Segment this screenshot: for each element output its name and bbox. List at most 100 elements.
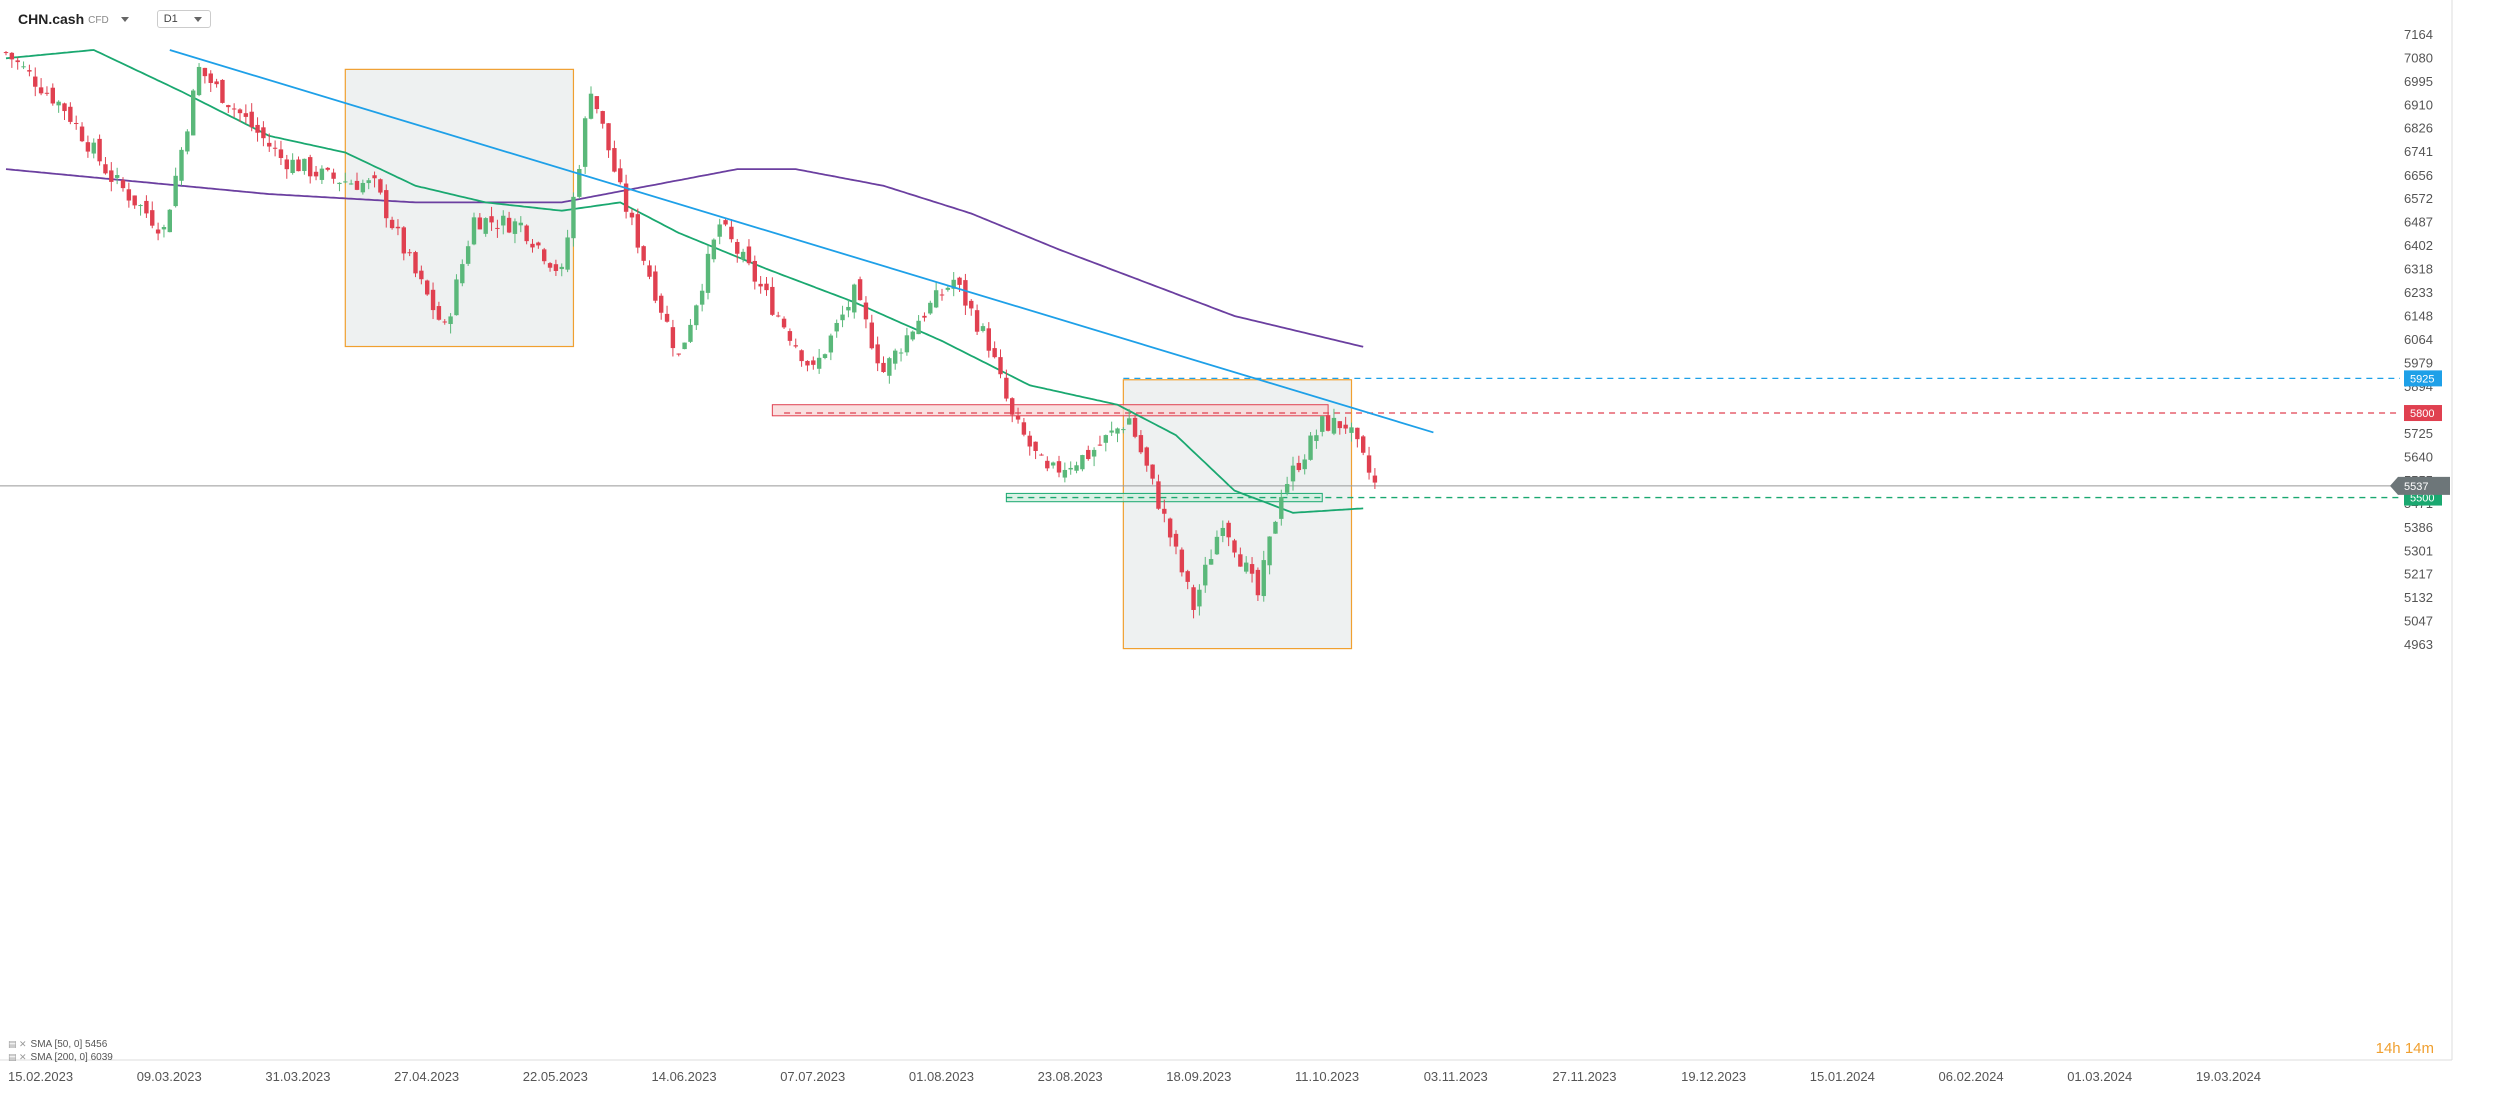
resistance-zone <box>771 404 1329 417</box>
candle-body <box>91 142 96 154</box>
candle-body <box>670 327 676 349</box>
candle-body <box>3 52 9 54</box>
candle-body <box>857 279 863 301</box>
candle-body <box>1144 447 1149 466</box>
level-badge-5925 <box>2404 370 2442 387</box>
settings-icon[interactable]: ▤ ✕ <box>8 1052 27 1062</box>
candle-body <box>407 252 412 254</box>
candle-body <box>588 93 594 119</box>
candle-body <box>1203 564 1208 586</box>
candle-body <box>869 322 874 349</box>
candle-body <box>1296 462 1302 471</box>
candle-body <box>793 345 798 347</box>
highlight-boxes <box>344 68 1353 650</box>
candle-body <box>249 111 254 128</box>
candle-body <box>735 241 740 254</box>
candle-body <box>1249 564 1255 574</box>
candle-body <box>366 180 371 184</box>
symbol-type: CFD <box>88 15 109 26</box>
candle-body <box>939 294 945 296</box>
candle-body <box>512 221 518 234</box>
candle-body <box>1015 415 1021 420</box>
trendline <box>169 49 1434 434</box>
candle-body <box>1039 454 1044 456</box>
candle-body <box>1372 475 1378 483</box>
candle-body <box>1068 467 1073 470</box>
candle-body <box>1156 481 1161 509</box>
symbol-name[interactable]: CHN.cash <box>18 11 85 27</box>
legend-item-sma200[interactable]: ▤ ✕ SMA [200, 0] 6039 <box>8 1051 113 1064</box>
candle-body <box>448 316 453 324</box>
candle-body <box>723 220 728 225</box>
candle-body <box>109 170 114 182</box>
candle-body <box>606 123 611 151</box>
candle-body <box>816 357 822 369</box>
candle-body <box>623 183 629 212</box>
candle-body <box>887 358 892 376</box>
y-tick-label: 6656 <box>2404 168 2433 183</box>
y-tick-label: 6064 <box>2404 332 2433 347</box>
candle-body <box>945 287 951 290</box>
candle-body <box>220 79 225 103</box>
y-tick-label: 5301 <box>2404 543 2433 558</box>
candle-body <box>413 252 418 274</box>
candle-body <box>799 350 804 362</box>
candle-body <box>231 108 237 110</box>
candle-body <box>436 306 442 320</box>
x-tick-label: 18.09.2023 <box>1166 1069 1231 1084</box>
candle-body <box>711 239 717 260</box>
candle-body <box>290 159 295 174</box>
candle-body <box>969 300 974 309</box>
candle-body <box>612 148 617 172</box>
y-tick-label: 4963 <box>2404 637 2433 652</box>
candle-body <box>1331 417 1337 434</box>
candle-body <box>185 131 190 152</box>
candle-body <box>44 92 50 94</box>
candle-body <box>565 237 570 270</box>
candle-body <box>641 246 646 261</box>
candle-body <box>1273 521 1278 534</box>
candle-body <box>1343 424 1348 429</box>
candle-body <box>986 328 991 351</box>
candles <box>3 50 1378 619</box>
candle-body <box>647 265 652 277</box>
candle-body <box>144 200 149 214</box>
candle-body <box>1284 484 1290 493</box>
candle-body <box>536 242 541 246</box>
candle-body <box>132 195 137 206</box>
symbol-dropdown-icon[interactable] <box>120 16 129 22</box>
candle-body <box>1290 465 1296 482</box>
chevron-down-icon <box>193 16 202 22</box>
candle-body <box>38 87 44 94</box>
candle-body <box>1220 527 1225 537</box>
candle-body <box>477 217 483 230</box>
candle-body <box>776 315 781 317</box>
candle-body <box>454 279 459 316</box>
sma-200-line <box>5 168 1364 348</box>
candle-body <box>1121 429 1126 431</box>
current-price-badge-label: 5537 <box>2404 481 2428 493</box>
settings-icon[interactable]: ▤ ✕ <box>8 1039 27 1049</box>
candle-body <box>1208 559 1214 565</box>
candle-body <box>542 249 547 262</box>
interval-select[interactable]: D1 <box>156 10 211 28</box>
candle-body <box>1074 465 1079 471</box>
candle-body <box>635 214 640 248</box>
candle-body <box>354 180 360 190</box>
candle-body <box>1056 461 1062 473</box>
highlight-box-2 <box>1122 379 1353 650</box>
candle-body <box>389 219 395 229</box>
legend-item-sma50[interactable]: ▤ ✕ SMA [50, 0] 5456 <box>8 1038 113 1051</box>
candle-body <box>1255 569 1261 596</box>
candle-body <box>506 217 512 233</box>
y-tick-label: 6995 <box>2404 74 2433 89</box>
candle-body <box>916 320 921 335</box>
x-tick-label: 14.06.2023 <box>652 1069 717 1084</box>
candle-body <box>1267 536 1272 566</box>
candle-body <box>313 171 319 177</box>
y-tick-label: 7080 <box>2404 50 2433 65</box>
candle-body <box>846 306 851 311</box>
candle-body <box>1033 441 1038 451</box>
candle-body <box>518 222 523 226</box>
